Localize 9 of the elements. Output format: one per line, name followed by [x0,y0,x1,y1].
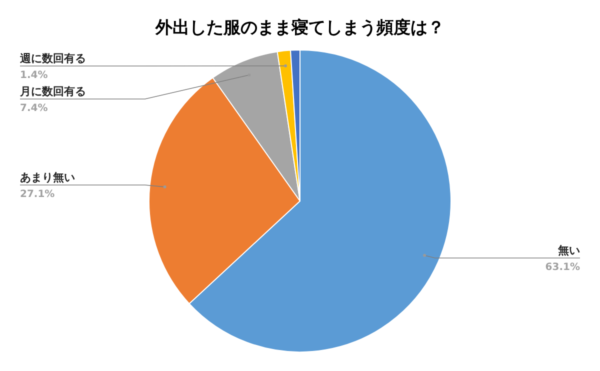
slice-label: 無い [557,244,580,257]
chart-title: 外出した服のまま寝てしまう頻度は？ [154,18,444,38]
data-label: 27.1% [20,189,55,200]
data-label: 7.4% [20,103,48,114]
slice-label: あまり無い [20,171,75,184]
slice-label: 週に数回有る [19,52,86,65]
slice-label: 月に数回有る [19,85,86,98]
data-label: 1.4% [20,70,48,81]
data-label: 63.1% [545,262,580,273]
